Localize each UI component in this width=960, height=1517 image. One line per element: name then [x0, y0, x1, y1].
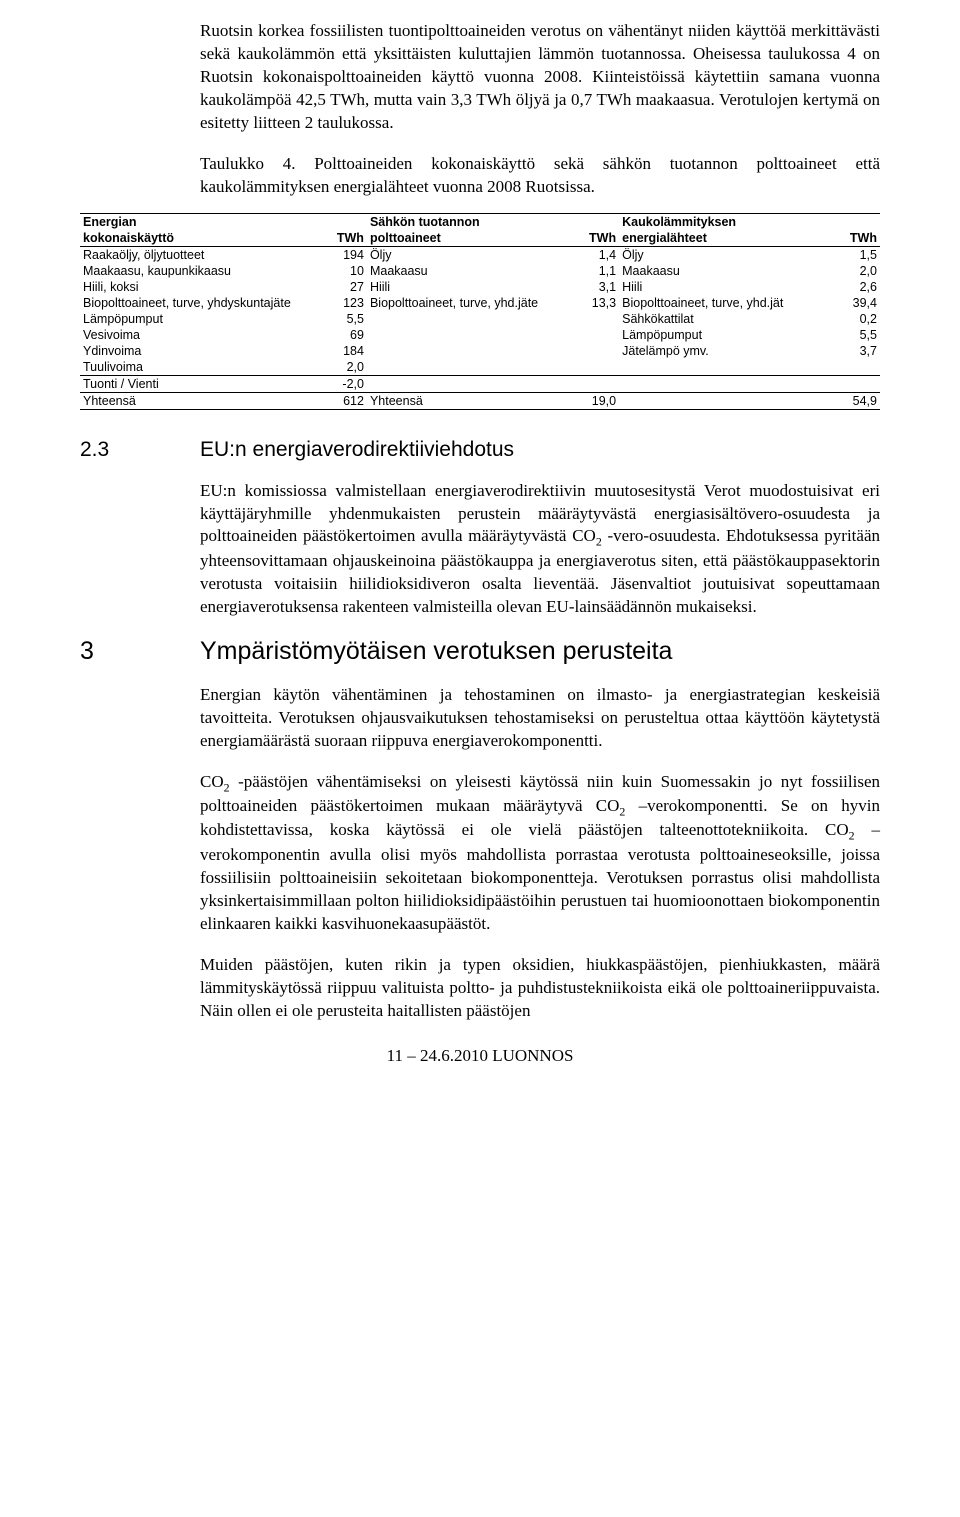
cell: 13,3 [567, 295, 619, 311]
cell: 27 [315, 279, 367, 295]
cell: Hiili [619, 279, 828, 295]
table-row: Maakaasu, kaupunkikaasu 10 Maakaasu 1,1 … [80, 263, 880, 279]
col3-unit: TWh [828, 230, 880, 247]
cell: Maakaasu [367, 263, 567, 279]
cell: Raakaöljy, öljytuotteet [80, 246, 315, 263]
cell [619, 359, 828, 376]
table-row: Tuulivoima 2,0 [80, 359, 880, 376]
cell: 184 [315, 343, 367, 359]
cell: Lämpöpumput [80, 311, 315, 327]
cell: Hiili [367, 279, 567, 295]
cell: 2,6 [828, 279, 880, 295]
table-total-row: Yhteensä 612 Yhteensä 19,0 54,9 [80, 392, 880, 409]
cell [567, 311, 619, 327]
col3-header-line1: Kaukolämmityksen [619, 213, 828, 230]
cell: 194 [315, 246, 367, 263]
cell: Tuulivoima [80, 359, 315, 376]
section-number: 2.3 [80, 438, 200, 462]
cell: Yhteensä [80, 392, 315, 409]
cell [828, 359, 880, 376]
cell [367, 343, 567, 359]
table-subtotal-row: Tuonti / Vienti -2,0 [80, 375, 880, 392]
cell: 10 [315, 263, 367, 279]
co2-text: CO2 [596, 796, 626, 815]
cell: 5,5 [828, 327, 880, 343]
co2-text: CO2 [825, 820, 855, 839]
cell [567, 359, 619, 376]
cell: 54,9 [828, 392, 880, 409]
paragraph-3c: Muiden päästöjen, kuten rikin ja typen o… [200, 954, 880, 1023]
cell: 3,1 [567, 279, 619, 295]
table-row: Hiili, koksi 27 Hiili 3,1 Hiili 2,6 [80, 279, 880, 295]
cell: Öljy [619, 246, 828, 263]
co2-text: CO2 [200, 772, 230, 791]
cell: 5,5 [315, 311, 367, 327]
section-2-3-heading: 2.3 EU:n energiaverodirektiiviehdotus [80, 438, 880, 462]
col3-header-line2: energialähteet [619, 230, 828, 247]
table-caption: Taulukko 4. Polttoaineiden kokonaiskäytt… [200, 153, 880, 199]
cell: Ydinvoima [80, 343, 315, 359]
cell: -2,0 [315, 375, 367, 392]
col2-header-line1: Sähkön tuotannon [367, 213, 567, 230]
col2-unit: TWh [567, 230, 619, 247]
col1-header-line2: kokonaiskäyttö [80, 230, 315, 247]
col2-header-line2: polttoaineet [367, 230, 567, 247]
cell: 3,7 [828, 343, 880, 359]
cell: Yhteensä [367, 392, 567, 409]
paragraph-3a: Energian käytön vähentäminen ja tehostam… [200, 684, 880, 753]
cell: Vesivoima [80, 327, 315, 343]
section-3-heading: 3 Ympäristömyötäisen verotuksen perustei… [80, 637, 880, 666]
cell [567, 327, 619, 343]
cell: 0,2 [828, 311, 880, 327]
co2-text: CO2 [572, 526, 602, 545]
cell: Öljy [367, 246, 567, 263]
cell: Tuonti / Vienti [80, 375, 315, 392]
cell [367, 327, 567, 343]
cell: 19,0 [567, 392, 619, 409]
cell: 612 [315, 392, 367, 409]
cell: Biopolttoaineet, turve, yhd.jäte [367, 295, 567, 311]
cell: 39,4 [828, 295, 880, 311]
energy-table: Energian Sähkön tuotannon Kaukolämmityks… [80, 213, 880, 410]
col1-unit: TWh [315, 230, 367, 247]
cell [567, 343, 619, 359]
cell: 1,5 [828, 246, 880, 263]
cell: Sähkökattilat [619, 311, 828, 327]
table-header-row-1: Energian Sähkön tuotannon Kaukolämmityks… [80, 213, 880, 230]
cell [367, 359, 567, 376]
col1-header-line1: Energian [80, 213, 315, 230]
table-header-row-2: kokonaiskäyttö TWh polttoaineet TWh ener… [80, 230, 880, 247]
cell: 1,4 [567, 246, 619, 263]
cell: Maakaasu, kaupunkikaasu [80, 263, 315, 279]
cell: 2,0 [828, 263, 880, 279]
cell: Jätelämpö ymv. [619, 343, 828, 359]
section-number: 3 [80, 637, 200, 666]
cell: Lämpöpumput [619, 327, 828, 343]
section-title: Ympäristömyötäisen verotuksen perusteita [200, 637, 672, 666]
table-row: Lämpöpumput 5,5 Sähkökattilat 0,2 [80, 311, 880, 327]
cell: Maakaasu [619, 263, 828, 279]
paragraph-1: Ruotsin korkea fossiilisten tuontipoltto… [200, 20, 880, 135]
cell: 1,1 [567, 263, 619, 279]
page: Ruotsin korkea fossiilisten tuontipoltto… [0, 0, 960, 1106]
cell [619, 392, 828, 409]
cell: Hiili, koksi [80, 279, 315, 295]
page-footer: 11 – 24.6.2010 LUONNOS [80, 1046, 880, 1066]
cell: 2,0 [315, 359, 367, 376]
table-row: Ydinvoima 184 Jätelämpö ymv. 3,7 [80, 343, 880, 359]
cell: 123 [315, 295, 367, 311]
table-row: Raakaöljy, öljytuotteet 194 Öljy 1,4 Ölj… [80, 246, 880, 263]
table-row: Vesivoima 69 Lämpöpumput 5,5 [80, 327, 880, 343]
section-title: EU:n energiaverodirektiiviehdotus [200, 438, 514, 462]
table-row: Biopolttoaineet, turve, yhdyskuntajäte 1… [80, 295, 880, 311]
cell [367, 311, 567, 327]
cell: 69 [315, 327, 367, 343]
paragraph-2-3: EU:n komissiossa valmistellaan energiave… [200, 480, 880, 619]
paragraph-3b: CO2 -päästöjen vähentämiseksi on yleises… [200, 771, 880, 936]
cell: Biopolttoaineet, turve, yhdyskuntajäte [80, 295, 315, 311]
cell: Biopolttoaineet, turve, yhd.jät [619, 295, 828, 311]
